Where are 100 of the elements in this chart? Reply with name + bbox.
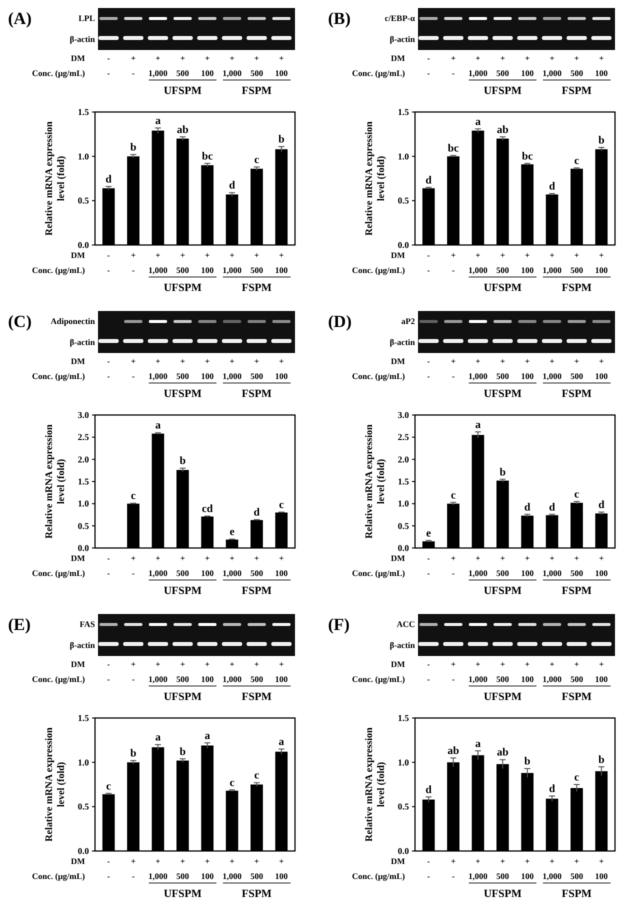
text: c/EBP-α [384,13,416,23]
data-label: bc [448,142,459,154]
data-label: d [524,501,530,514]
data-label: c [574,772,580,784]
text: β-actin [390,640,416,650]
text: FSPM [242,85,272,97]
category-label: + 500 [570,659,584,684]
x-tick-label: + 100 [200,553,214,578]
data-label: d [598,499,604,512]
data-label: e [426,527,432,540]
text: Conc. (μg/mL) [352,68,405,78]
y-axis-title: Relative mRNA expression level (fold) [364,424,387,539]
text: DM [390,856,405,866]
y-tick-label: 0.5 [398,520,410,531]
data-label: b [500,466,506,478]
text: UFSPM [484,691,522,703]
y-axis-title: Relative mRNA expression level (fold) [44,726,67,842]
x-tick-label: + 500 [496,856,510,881]
text: Conc. (μg/mL) [32,265,86,275]
category-label: + 1,000 [542,659,562,684]
y-tick-label: 1.5 [78,713,90,723]
text: Conc. (μg/mL) [32,674,85,684]
x-tick-label: + 500 [176,250,190,275]
x-tick-label: + 1,000 [468,856,488,881]
x-tick-label: + 1,000 [148,856,168,881]
data-label: cd [202,503,213,516]
data-label: a [475,418,482,431]
data-label: a [475,738,482,750]
x-tick-label: + 1,000 [468,250,488,275]
data-label: c [450,489,456,502]
text: DM [390,53,405,63]
y-axis-title: Relative mRNA expression level (fold) [44,120,67,236]
text: β-actin [390,337,416,347]
data-label: c [230,776,235,789]
x-tick-label: + 500 [570,250,584,275]
y-tick-label: 2.5 [78,432,90,442]
x-tick-label: + 1,000 [542,856,562,881]
y-tick-label: 0.5 [78,196,90,206]
category-label: + 1,000 [468,356,488,381]
x-tick-label: + 500 [176,553,190,578]
data-label: e [230,526,235,538]
x-tick-label: + 1,000 [148,553,168,578]
x-tick-label: + 100 [275,553,288,578]
text: Conc. (μg/mL) [32,871,86,881]
text: FSPM [242,585,272,597]
x-tick-label: - - [427,856,430,881]
data-label: ab [176,124,188,136]
y-tick-label: 1.5 [78,107,90,117]
text: UFSPM [484,585,522,597]
category-label: + 1,000 [222,53,242,78]
x-tick-label: + 500 [496,553,510,578]
category-label: - - [427,53,430,78]
y-tick-label: 0.0 [78,543,90,553]
text: DM [390,659,405,669]
data-label: a [204,730,211,742]
text: UFSPM [164,282,202,294]
data-label: c [574,488,580,500]
text: ACC [396,619,415,629]
text: FSPM [242,388,272,400]
text: UFSPM [164,888,202,900]
data-label: ab [496,746,508,759]
data-label: ab [496,124,508,136]
text: UFSPM [484,888,522,900]
text: UFSPM [484,388,522,400]
y-tick-label: 0.0 [78,846,90,856]
x-tick-label: - - [427,553,430,578]
text: DM [390,250,405,260]
text: DM [390,356,405,366]
chart-title: (F) [328,615,350,634]
text: FSPM [562,691,592,703]
y-tick-label: 2.0 [398,454,410,464]
category-label: + 500 [570,53,584,78]
x-tick-label: + 1,000 [542,553,562,578]
y-tick-label: 1.0 [398,757,410,768]
data-label: c [106,780,112,792]
data-label: d [426,174,432,186]
category-label: + 1,000 [148,53,168,78]
x-tick-label: - - [107,250,110,275]
category-label: + 500 [496,53,510,78]
text: DM [70,659,85,669]
y-tick-label: 0.5 [78,802,90,812]
chart-title: (B) [328,9,351,28]
x-tick-label: + 100 [200,856,214,881]
x-tick-label: + 1,000 [222,250,242,275]
data-label: b [278,134,284,146]
x-tick-label: - - [107,553,110,578]
category-label: + 500 [250,53,264,78]
x-tick-label: + 100 [595,250,608,275]
text: FSPM [242,691,272,703]
x-tick-label: + 500 [570,553,584,578]
text: UFSPM [164,691,202,703]
x-tick-label: + 100 [520,856,534,881]
category-label: + 100 [520,356,534,381]
text: Conc. (μg/mL) [352,265,406,275]
y-tick-label: 1.0 [398,498,410,509]
y-tick-label: 2.5 [398,432,410,442]
category-label: - - [107,356,110,381]
text: DM [70,553,85,563]
y-tick-label: 1.5 [398,107,410,117]
text: aP2 [401,316,415,326]
